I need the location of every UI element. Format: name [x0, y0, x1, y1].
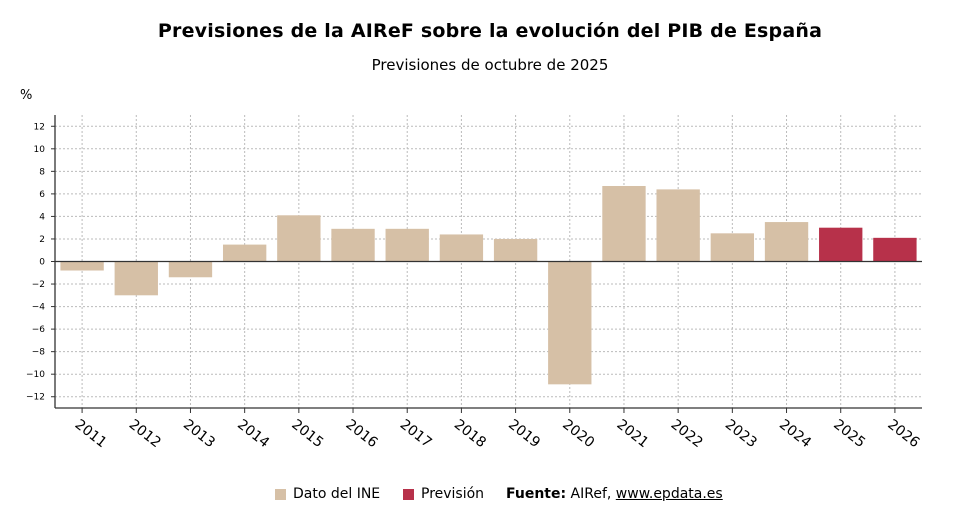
bar-chart: 12 10 8 6 4 2 0 −2 −4 −6 −8 −10 −12 2011 2012 2013 2014 2…	[26, 115, 922, 452]
x-tick-label: 2025	[830, 417, 868, 452]
bar-2013	[168, 261, 213, 278]
x-tick-label: 2020	[559, 417, 597, 452]
bar-2011	[60, 261, 104, 271]
bar-2022	[656, 189, 700, 262]
x-tick-label: 2013	[180, 417, 218, 452]
x-tick-label: 2014	[234, 417, 272, 452]
y-tick-label: −8	[32, 348, 46, 358]
x-tick-label: 2018	[451, 417, 489, 452]
x-tick-label: 2016	[343, 417, 381, 452]
x-tick-label: 2026	[884, 417, 922, 452]
y-tick-label: −10	[26, 370, 45, 380]
bar-2025	[819, 227, 863, 262]
y-tick-label: 8	[39, 167, 45, 177]
legend-label-prevision: Previsión	[421, 486, 485, 502]
legend-label-ine: Dato del INE	[293, 486, 381, 502]
x-tick-label: 2019	[505, 417, 543, 452]
y-tick-label: −12	[26, 393, 45, 403]
y-tick-label: 2	[39, 235, 45, 245]
x-tick-label: 2011	[72, 417, 110, 452]
legend-swatch-prevision	[403, 488, 414, 500]
bar-2023	[710, 233, 755, 262]
source-label: Fuente:	[506, 486, 567, 502]
x-tick-label: 2015	[288, 417, 326, 452]
x-tick-label: 2021	[614, 417, 652, 452]
legend-swatch-ine	[275, 488, 286, 500]
bar-2024	[764, 222, 809, 262]
bar-2014	[222, 244, 267, 262]
chart-title: Previsiones de la AIReF sobre la evoluci…	[157, 20, 823, 42]
source-text: AIRef,	[570, 486, 612, 502]
bar-2020	[548, 261, 592, 385]
y-tick-label: −4	[32, 303, 46, 313]
y-tick-label: 0	[39, 258, 45, 268]
x-tick-label: 2023	[722, 417, 760, 452]
y-tick-label: 12	[34, 122, 45, 132]
x-tick-label: 2017	[397, 417, 435, 452]
bar-2026	[873, 237, 917, 262]
legend-item-ine: Dato del INE	[275, 486, 380, 502]
x-tick-label: 2012	[126, 417, 164, 452]
source-note: Fuente: AIRef, www.epdata.es	[506, 486, 723, 502]
y-tick-label: 6	[39, 190, 45, 200]
bar-2019	[493, 238, 538, 262]
chart-legend: Dato del INE Previsión	[0, 486, 980, 506]
bar-2018	[439, 234, 484, 262]
y-tick-label: −2	[32, 280, 45, 290]
y-tick-label: 10	[34, 145, 46, 155]
bar-2016	[331, 228, 375, 262]
bar-2021	[602, 185, 646, 262]
bar-2015	[277, 215, 321, 262]
bar-2017	[385, 228, 429, 262]
source-link[interactable]: www.epdata.es	[615, 486, 723, 502]
y-tick-label: −6	[32, 325, 46, 335]
x-tick-label: 2024	[776, 417, 814, 452]
chart-subtitle: Previsiones de octubre de 2025	[371, 56, 609, 74]
y-tick-label: 4	[39, 212, 45, 222]
x-tick-label: 2022	[668, 417, 706, 452]
legend-item-prevision: Previsión	[403, 486, 484, 502]
bar-2012	[114, 261, 158, 296]
y-axis-unit-label: %	[20, 88, 33, 103]
